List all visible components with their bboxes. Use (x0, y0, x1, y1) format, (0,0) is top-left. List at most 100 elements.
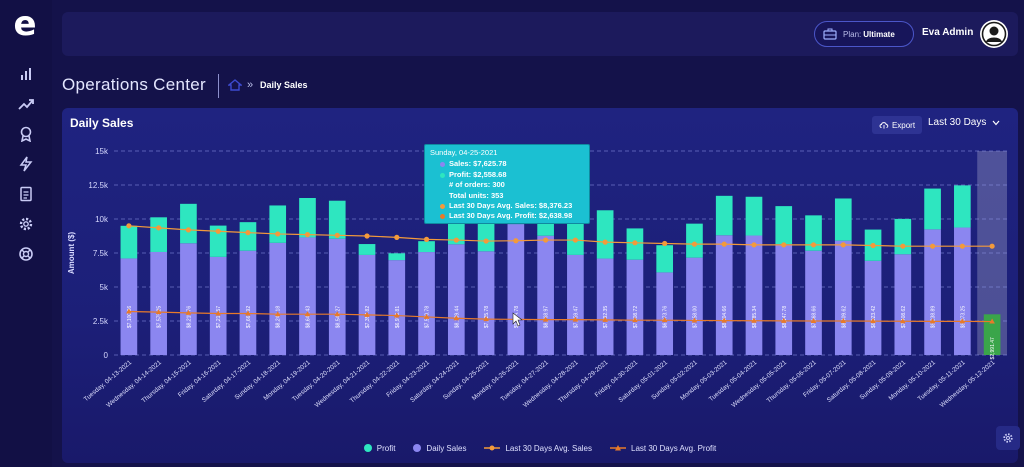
avg-profit-point (274, 311, 281, 317)
bar-value-label: $7,158.00 (692, 306, 698, 328)
plan-label: Plan: (843, 29, 862, 39)
bar-profit (299, 198, 316, 238)
avg-profit-point (126, 308, 132, 314)
bar-daily-sales (864, 260, 882, 355)
bar-daily-sales (715, 235, 733, 355)
legend-daily-sales[interactable]: Daily Sales (413, 444, 466, 453)
legend-label: Last 30 Days Avg. Profit (631, 443, 717, 453)
bar-chart-icon[interactable] (14, 62, 38, 86)
award-icon[interactable] (14, 122, 38, 146)
trending-up-icon[interactable] (14, 92, 38, 116)
plan-badge[interactable]: Plan: Ultimate (814, 21, 914, 47)
avg-sales-point (453, 237, 459, 243)
tooltip-row: Last 30 Days Avg. Sales: $8,376.23 (430, 201, 584, 211)
tooltip-row: Last 30 Days Avg. Profit: $2,638.98 (430, 211, 584, 221)
settings-button[interactable] (996, 426, 1020, 450)
tooltip-profit: Profit: $2,558.68 (449, 169, 507, 179)
title-divider (218, 74, 219, 98)
avg-sales-point (810, 242, 817, 248)
bar-value-label: $8,139.44 (454, 306, 460, 328)
bar-value-label: $7,357.82 (365, 306, 371, 328)
avg-sales-point (900, 243, 906, 249)
avg-sales-point (602, 239, 608, 245)
bar-daily-sales (477, 251, 495, 355)
avg-sales-point (662, 240, 668, 247)
plan-value: Ultimate (863, 29, 895, 39)
bar-value-label: $6,923.42 (871, 306, 877, 328)
e-logo-icon[interactable]: e (13, 4, 37, 44)
document-icon[interactable] (14, 182, 38, 206)
bar-value-label: $7,092.35 (603, 306, 609, 328)
bar-daily-sales (805, 250, 822, 355)
x-tick-label: Saturday, 04-24-2021 (409, 359, 461, 404)
bar-profit (120, 225, 138, 259)
bar-profit (745, 196, 763, 236)
bar-profit (924, 188, 941, 230)
avg-sales-point (870, 242, 876, 249)
bar-daily-sales (894, 254, 912, 355)
x-tick-label: Tuesday, 04-13-2021 (83, 359, 134, 403)
bar-value-label: $7,575.25 (157, 306, 163, 328)
bar-value-label: $7,215.57 (216, 306, 222, 328)
avg-sales-point (691, 241, 698, 247)
chevron-down-icon (992, 120, 1000, 125)
bar-daily-sales (358, 254, 376, 355)
user-avatar-icon (981, 21, 1007, 47)
avg-profit-point (989, 318, 995, 324)
bar-daily-sales (954, 227, 971, 355)
avg-profit-point (810, 318, 817, 323)
bar-profit (686, 223, 703, 258)
bar-daily-sales (239, 250, 257, 355)
bar-daily-sales (120, 258, 138, 355)
bar-value-label: $7,668.92 (246, 306, 252, 328)
legend-profit[interactable]: Profit (363, 443, 396, 453)
export-button[interactable]: Export (872, 116, 922, 134)
avg-sales-point (483, 238, 489, 244)
avg-profit-point (393, 312, 400, 318)
bar-value-label: $8,804.66 (722, 306, 728, 328)
bar-profit (954, 185, 971, 228)
avg-profit-point (423, 313, 430, 319)
avatar[interactable] (980, 20, 1008, 48)
legend-avg-profit[interactable]: Last 30 Days Avg. Profit (610, 444, 716, 453)
avg-sales-point (989, 243, 995, 249)
y-axis-label: Amount ($) (67, 232, 76, 275)
avg-profit-point (453, 315, 460, 321)
avg-profit-point (185, 309, 192, 315)
chart-legend: Profit Daily Sales Last 30 Days Avg. Sal… (62, 440, 1018, 456)
bar-profit (358, 244, 376, 255)
avg-profit-point (245, 310, 251, 316)
bar-daily-sales (507, 224, 525, 355)
tooltip-orders: # of orders: 300 (449, 180, 505, 190)
date-range-select[interactable]: Last 30 Days (928, 117, 1000, 128)
lightning-icon[interactable] (14, 152, 38, 176)
avg-sales-point (215, 228, 221, 234)
legend-label: Last 30 Days Avg. Sales (505, 443, 593, 453)
tooltip-row: Profit: $2,558.68 (430, 170, 584, 180)
bar-profit (805, 215, 822, 251)
bar-value-label: $9,238.89 (931, 306, 937, 328)
y-tick-label: 7.5k (93, 249, 109, 258)
x-tick-label: Saturday, 05-08-2021 (826, 359, 878, 404)
lifebuoy-icon[interactable] (14, 242, 38, 266)
briefcase-icon (823, 28, 837, 40)
bar-daily-sales (180, 243, 197, 355)
legend-marker (484, 444, 501, 452)
bar-daily-sales (567, 254, 584, 355)
bar-value-label: $8,644.43 (305, 306, 311, 328)
breadcrumb[interactable]: Daily Sales (260, 80, 308, 90)
bar-value-label: $7,008.72 (633, 306, 639, 328)
page-title: Operations Center (62, 75, 207, 94)
legend-avg-sales[interactable]: Last 30 Days Avg. Sales (484, 444, 592, 453)
bar-daily-sales (447, 244, 465, 355)
avg-profit-point (155, 309, 162, 315)
gear-icon[interactable] (14, 212, 38, 236)
home-icon[interactable] (228, 79, 242, 91)
avg-sales-point (959, 243, 965, 249)
tooltip-units: Total units: 353 (449, 190, 504, 200)
user-name[interactable]: Eva Admin (922, 27, 974, 38)
legend-label: Profit (376, 443, 396, 453)
bar-profit (715, 195, 733, 236)
tooltip-row: Sales: $7,625.78 (430, 159, 584, 169)
bar-profit (388, 253, 406, 261)
